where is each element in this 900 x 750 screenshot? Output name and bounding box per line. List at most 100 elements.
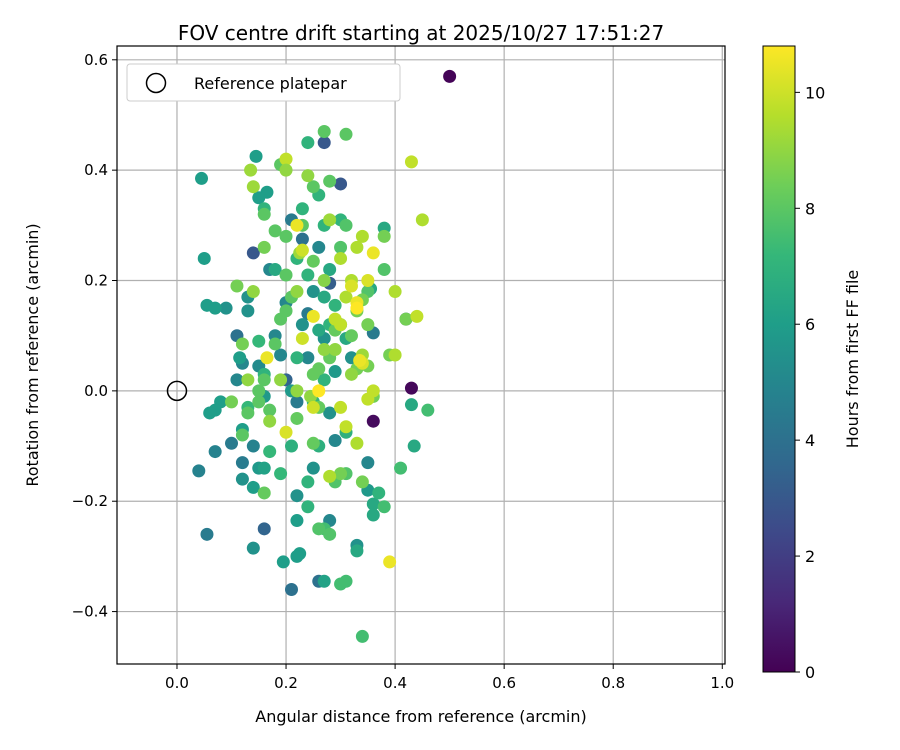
y-axis-label: Rotation from reference (arcmin) xyxy=(23,223,42,486)
x-tick-label: 0.0 xyxy=(165,674,189,692)
x-tick-label: 0.2 xyxy=(274,674,298,692)
scatter-point xyxy=(301,169,315,183)
colorbar-label: Hours from first FF file xyxy=(843,270,862,449)
scatter-point xyxy=(383,555,397,569)
scatter-point xyxy=(317,342,331,356)
scatter-point xyxy=(257,207,271,221)
x-tick-label: 0.4 xyxy=(383,674,407,692)
scatter-point xyxy=(306,285,320,299)
scatter-point xyxy=(361,274,375,288)
scatter-point xyxy=(246,246,260,260)
scatter-point xyxy=(192,464,206,478)
scatter-point xyxy=(290,285,304,299)
scatter-point xyxy=(225,395,239,409)
scatter-point xyxy=(197,251,211,265)
scatter-point xyxy=(339,420,353,434)
scatter-point xyxy=(276,555,290,569)
scatter-point xyxy=(317,274,331,288)
scatter-point xyxy=(353,354,367,368)
scatter-point xyxy=(246,480,260,494)
scatter-point xyxy=(301,268,315,282)
scatter-point xyxy=(415,213,429,227)
scatter-point xyxy=(317,373,331,387)
scatter-point xyxy=(235,472,249,486)
scatter-point xyxy=(274,373,288,387)
scatter-point xyxy=(361,318,375,332)
scatter-point xyxy=(246,285,260,299)
reference-platepar-marker xyxy=(166,380,188,402)
scatter-point xyxy=(279,304,293,318)
scatter-point xyxy=(323,469,337,483)
scatter-point xyxy=(208,445,222,459)
scatter-point xyxy=(312,323,326,337)
scatter-point xyxy=(279,163,293,177)
x-tick-label: 0.6 xyxy=(492,674,516,692)
scatter-point xyxy=(306,309,320,323)
scatter-point xyxy=(306,461,320,475)
scatter-point xyxy=(263,403,277,417)
scatter-point xyxy=(230,279,244,293)
scatter-point xyxy=(350,240,364,254)
scatter-point xyxy=(361,392,375,406)
scatter-point xyxy=(366,414,380,428)
scatter-point xyxy=(301,351,315,365)
scatter-point xyxy=(350,436,364,450)
scatter-point xyxy=(295,243,309,257)
chart-title: FOV centre drift starting at 2025/10/27 … xyxy=(178,21,664,45)
colorbar-tick-label: 4 xyxy=(805,431,815,450)
scatter-point xyxy=(252,334,266,348)
scatter-point xyxy=(323,174,337,188)
scatter-point xyxy=(334,177,348,191)
scatter-point xyxy=(279,152,293,166)
scatter-point xyxy=(241,406,255,420)
scatter-point xyxy=(407,439,421,453)
scatter-point xyxy=(257,522,271,536)
scatter-point xyxy=(350,544,364,558)
scatter-point xyxy=(252,384,266,398)
scatter-point xyxy=(241,304,255,318)
y-axis-ticks: −0.4 −0.2 0.0 0.2 0.4 0.6 xyxy=(72,51,117,621)
x-tick-label: 1.0 xyxy=(710,674,734,692)
scatter-point xyxy=(306,436,320,450)
scatter-point xyxy=(257,240,271,254)
scatter-point xyxy=(246,541,260,555)
y-tick-label: 0.0 xyxy=(84,382,108,400)
scatter-point xyxy=(323,406,337,420)
scatter-point xyxy=(317,125,331,139)
scatter-point xyxy=(323,527,337,541)
scatter-point xyxy=(334,318,348,332)
scatter-point xyxy=(200,527,214,541)
scatter-point xyxy=(355,475,369,489)
scatter-point xyxy=(306,180,320,194)
y-tick-label: 0.6 xyxy=(84,51,108,69)
reference-marker-layer xyxy=(166,380,188,402)
scatter-point xyxy=(317,290,331,304)
legend-entry-reference-platepar: Reference platepar xyxy=(194,74,347,93)
scatter-point xyxy=(404,155,418,169)
x-axis-label: Angular distance from reference (arcmin) xyxy=(255,707,586,726)
scatter-point xyxy=(312,522,326,536)
scatter-point xyxy=(334,240,348,254)
scatter-point xyxy=(344,279,358,293)
scatter-point xyxy=(339,127,353,141)
scatter-point xyxy=(241,373,255,387)
scatter-point xyxy=(260,351,274,365)
scatter-point xyxy=(339,290,353,304)
scatter-point xyxy=(334,467,348,481)
scatter-point xyxy=(344,367,358,381)
scatter-point xyxy=(279,425,293,439)
legend-marker-open-circle xyxy=(145,72,167,94)
scatter-point xyxy=(246,180,260,194)
scatter-point xyxy=(301,136,315,150)
scatter-point xyxy=(328,342,342,356)
scatter-point xyxy=(312,240,326,254)
colorbar xyxy=(762,45,796,673)
scatter-point xyxy=(233,351,247,365)
scatter-point xyxy=(290,411,304,425)
scatter-point xyxy=(377,229,391,243)
scatter-point xyxy=(372,486,386,500)
scatter-point xyxy=(244,163,258,177)
scatter-point xyxy=(312,362,326,376)
scatter-point xyxy=(268,262,282,276)
